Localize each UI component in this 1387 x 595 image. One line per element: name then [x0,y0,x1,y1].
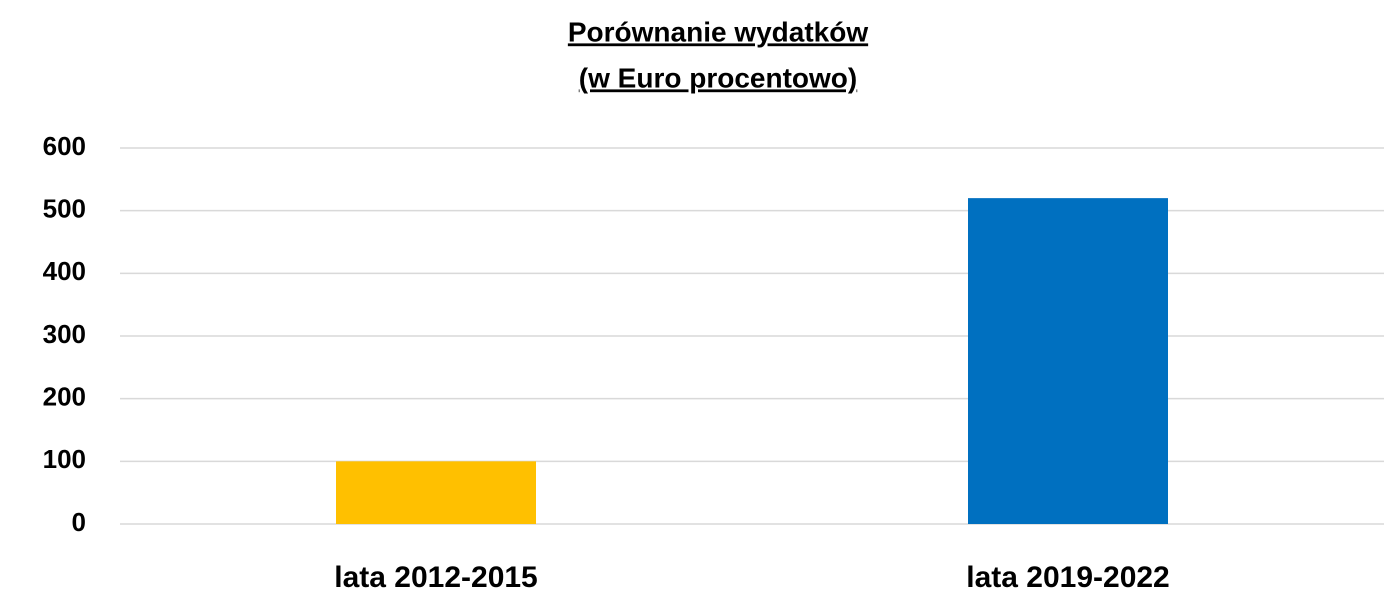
x-tick-label: lata 2012-2015 [334,561,538,594]
y-tick-label: 200 [43,382,86,412]
bar [336,461,536,524]
chart-title: Porównanie wydatków [568,16,868,47]
y-tick-label: 300 [43,319,86,349]
bar [968,198,1168,524]
y-tick-label: 500 [43,194,86,224]
y-tick-label: 400 [43,256,86,286]
chart-subtitle: (w Euro procentowo) [579,62,857,93]
x-tick-label: lata 2019-2022 [966,561,1170,594]
y-tick-label: 100 [43,444,86,474]
y-tick-label: 0 [72,507,86,537]
y-tick-label: 600 [43,131,86,161]
